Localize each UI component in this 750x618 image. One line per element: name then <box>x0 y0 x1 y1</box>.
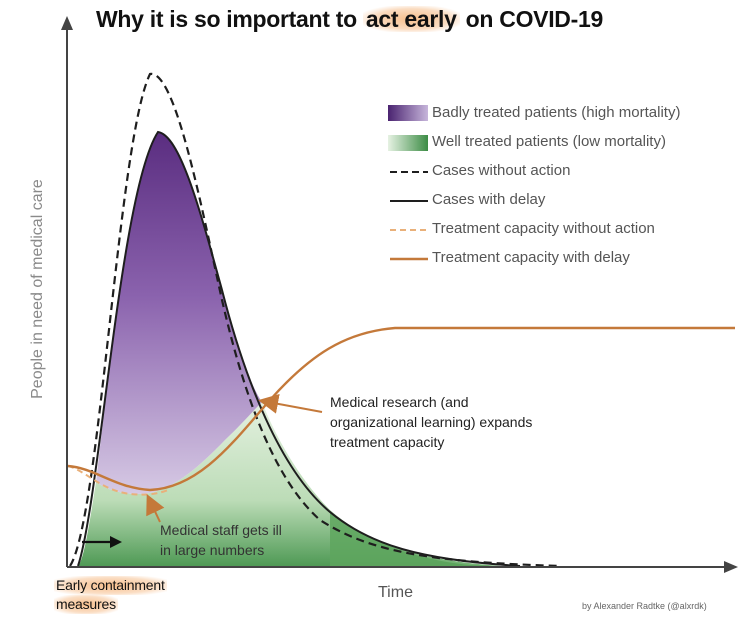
chart-title: Why it is so important to act early on C… <box>96 6 603 33</box>
title-highlight: act early <box>362 6 460 32</box>
legend-label: Badly treated patients (high mortality) <box>432 104 681 121</box>
annotation-line: in large numbers <box>160 542 265 558</box>
legend-label: Cases with delay <box>432 191 546 208</box>
credit: by Alexander Radtke (@alxrdk) <box>582 601 707 611</box>
line-cases-without-action <box>69 72 561 568</box>
legend-label: Cases without action <box>432 162 571 179</box>
x-axis-label: Time <box>378 584 413 601</box>
legend-swatch-well-treated <box>388 135 428 151</box>
legend-label: Treatment capacity without action <box>432 220 655 237</box>
annotation-staff: Medical staff gets ill in large numbers <box>160 520 282 560</box>
annotation-line: measures <box>54 595 118 614</box>
annotation-line: Early containment <box>54 576 167 595</box>
staff-pointer <box>146 493 165 523</box>
line-capacity-with-delay <box>67 326 735 492</box>
line-cases-with-delay <box>77 130 521 567</box>
legend-swatches <box>388 105 428 261</box>
x-axis-arrow <box>724 561 738 573</box>
legend-label: Treatment capacity with delay <box>432 249 630 266</box>
early-containment-arrowhead <box>110 536 122 548</box>
annotation-early-containment: Early containment measures <box>54 576 167 614</box>
line-capacity-without-action <box>67 465 169 496</box>
legend-swatch-badly-treated <box>388 105 428 121</box>
annotation-research: Medical research (and organizational lea… <box>330 392 532 452</box>
y-axis-arrow <box>61 16 73 30</box>
title-part-1: Why it is so important to <box>96 6 363 32</box>
title-part-2: on COVID-19 <box>459 6 604 32</box>
annotation-line: Medical staff gets ill <box>160 522 282 538</box>
research-pointer <box>258 393 323 414</box>
y-axis-label: People in need of medical care <box>29 179 46 399</box>
legend-label: Well treated patients (low mortality) <box>432 133 666 150</box>
area-badly-treated <box>96 132 262 494</box>
annotation-line: organizational learning) expands <box>330 414 533 430</box>
area-well-treated-tail <box>330 512 500 566</box>
annotation-line: Medical research (and <box>330 394 469 410</box>
annotation-line: treatment capacity <box>330 434 445 450</box>
